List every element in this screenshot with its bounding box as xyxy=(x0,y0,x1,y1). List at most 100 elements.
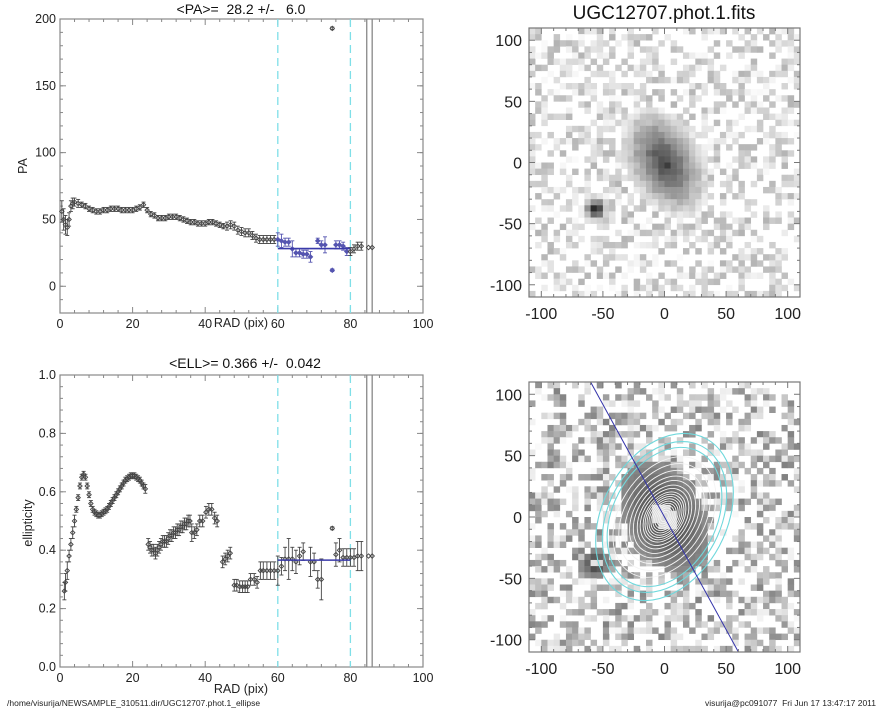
image-pixel xyxy=(535,272,542,279)
image-pixel xyxy=(621,418,628,426)
image-pixel xyxy=(787,418,795,426)
data-point xyxy=(224,553,231,559)
image-pixel xyxy=(529,180,536,188)
image-pixel xyxy=(769,186,776,194)
image-pixel xyxy=(553,284,561,292)
image-pixel xyxy=(744,241,752,249)
image-pixel xyxy=(565,510,573,518)
image-pixel xyxy=(775,615,782,622)
image-pixel xyxy=(744,156,752,163)
image-pixel xyxy=(695,199,702,206)
image-pixel xyxy=(695,248,702,255)
image-pixel xyxy=(664,541,671,548)
image-pixel xyxy=(695,529,702,536)
image-pixel xyxy=(726,461,733,469)
y-tick-label: 50 xyxy=(504,94,522,111)
data-point xyxy=(195,220,201,227)
image-pixel xyxy=(553,461,561,469)
image-pixel xyxy=(547,248,554,255)
image-pixel xyxy=(726,290,733,298)
image-pixel xyxy=(627,40,635,47)
image-pixel xyxy=(701,211,708,218)
image-pixel xyxy=(670,89,678,96)
data-point xyxy=(199,518,206,524)
image-pixel xyxy=(590,437,598,444)
image-pixel xyxy=(707,412,715,420)
image-pixel xyxy=(769,125,776,133)
image-pixel xyxy=(670,633,678,641)
image-pixel xyxy=(578,83,585,90)
image-pixel xyxy=(682,645,690,653)
image-pixel xyxy=(682,156,690,163)
image-pixel xyxy=(615,162,622,169)
image-pixel xyxy=(744,639,752,647)
image-pixel xyxy=(602,138,610,145)
image-pixel xyxy=(584,602,591,610)
image-pixel xyxy=(572,609,579,616)
isophote-ellipse xyxy=(636,484,693,550)
data-point xyxy=(144,207,150,213)
outer-isophote-ellipse xyxy=(606,446,723,588)
image-pixel xyxy=(676,492,684,499)
image-pixel xyxy=(689,28,696,35)
image-pixel xyxy=(781,131,788,139)
image-pixel xyxy=(676,168,684,176)
image-pixel xyxy=(775,34,782,41)
image-pixel xyxy=(682,529,690,536)
image-pixel xyxy=(565,467,573,475)
image-pixel xyxy=(565,156,573,163)
image-pixel xyxy=(695,474,702,481)
image-pixel xyxy=(689,424,696,432)
image-pixel xyxy=(670,235,678,243)
image-pixel xyxy=(547,266,554,273)
image-pixel xyxy=(584,89,591,96)
image-pixel xyxy=(578,449,585,456)
image-pixel xyxy=(726,590,733,598)
image-pixel xyxy=(775,119,782,127)
image-pixel xyxy=(726,95,733,102)
image-pixel xyxy=(535,168,542,176)
image-pixel xyxy=(695,131,702,139)
image-pixel xyxy=(664,150,671,157)
image-pixel xyxy=(682,412,690,420)
image-pixel xyxy=(682,235,690,243)
image-pixel xyxy=(756,89,764,96)
image-pixel xyxy=(793,284,801,292)
image-pixel xyxy=(639,388,647,395)
image-pixel xyxy=(633,535,641,542)
image-pixel xyxy=(633,101,641,108)
data-point xyxy=(311,559,317,565)
image-pixel xyxy=(609,83,616,90)
image-pixel xyxy=(609,621,616,628)
image-pixel xyxy=(553,400,561,407)
image-pixel xyxy=(781,254,788,261)
image-pixel xyxy=(682,400,690,407)
image-pixel xyxy=(633,107,641,114)
image-pixel xyxy=(775,572,782,579)
image-pixel xyxy=(738,52,745,59)
image-pixel xyxy=(584,193,591,200)
image-pixel xyxy=(529,119,536,127)
image-pixel xyxy=(769,278,776,286)
image-pixel xyxy=(627,437,635,444)
image-pixel xyxy=(695,578,702,585)
image-pixel xyxy=(621,510,628,518)
image-pixel xyxy=(769,504,776,512)
image-pixel xyxy=(664,211,671,218)
image-pixel xyxy=(646,621,653,628)
image-pixel xyxy=(646,70,653,78)
image-pixel xyxy=(578,211,585,218)
image-pixel xyxy=(775,590,782,598)
image-pixel xyxy=(676,156,684,163)
image-pixel xyxy=(719,211,727,218)
image-pixel xyxy=(578,455,585,463)
image-pixel xyxy=(787,510,795,518)
image-pixel xyxy=(701,266,708,273)
image-pixel xyxy=(547,394,554,401)
image-pixel xyxy=(763,455,770,463)
image-pixel xyxy=(676,633,684,641)
image-pixel xyxy=(670,596,678,604)
image-pixel xyxy=(676,406,684,413)
image-pixel xyxy=(529,290,536,298)
